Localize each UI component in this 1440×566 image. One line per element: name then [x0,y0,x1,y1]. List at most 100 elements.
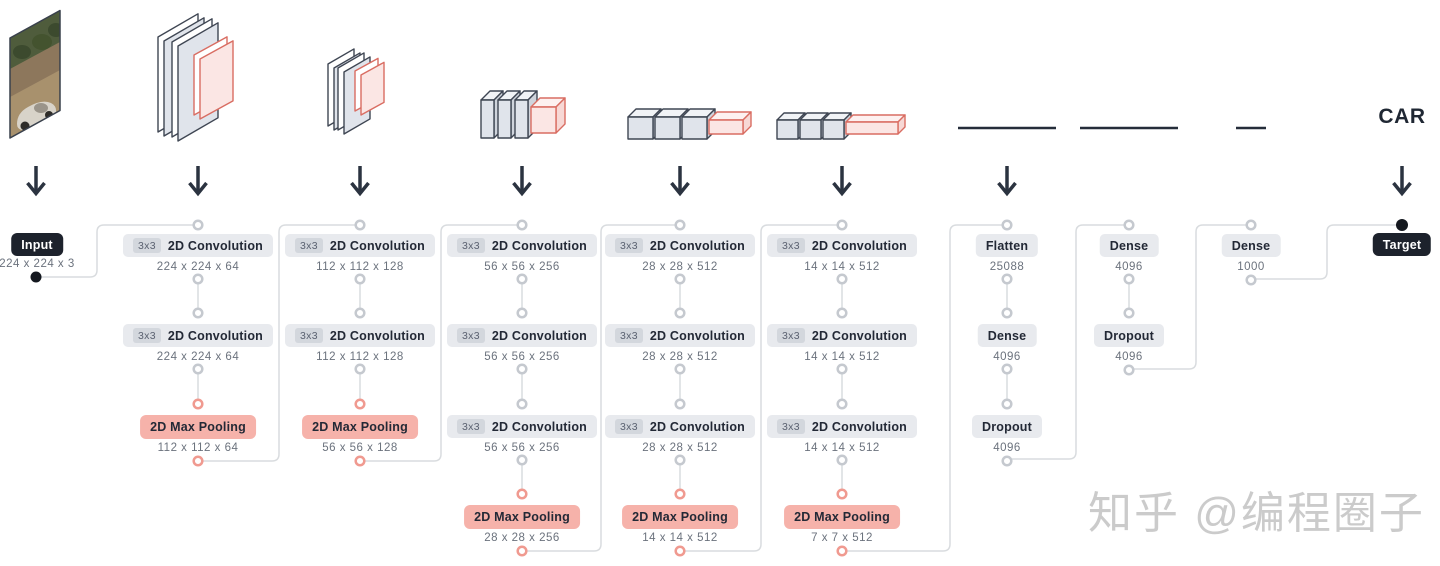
photo-detail [13,45,31,59]
kernel-size-chip: 3x3 [133,238,161,253]
pool-connector-dot [354,455,366,467]
connector-dot [192,273,204,285]
pool-connector-dot [192,398,204,410]
stage-connector-path [527,224,675,552]
node-label: 2D Convolution [649,238,745,253]
predicted-class-label: CAR [1378,105,1426,128]
node-dims: 4096 [1115,261,1143,273]
node-label: Dense [1109,238,1149,253]
node-dims: 14 x 14 x 512 [804,351,880,363]
connector-dot [674,273,686,285]
node-badge-dense: Dropout [1094,324,1164,347]
connector-dot [1123,219,1135,231]
connector-dot [192,307,204,319]
box-face [514,99,529,139]
connector-dot [674,363,686,375]
connector-dot [354,307,366,319]
node-label: Flatten [985,238,1029,253]
node-badge-pool: 2D Max Pooling [784,505,900,529]
node-badge-conv: 3x3 2D Convolution [447,234,597,257]
node-dims: 4096 [993,442,1021,454]
connector-dot [516,363,528,375]
connector-dot [1123,307,1135,319]
node-badge-conv: 3x3 2D Convolution [447,415,597,438]
node-label: 2D Convolution [167,238,263,253]
down-arrow-icon [350,181,370,197]
node-dims: 56 x 56 x 256 [484,261,560,273]
node-badge-conv: 3x3 2D Convolution [767,234,917,257]
connector-dot [836,219,848,231]
connector-dot [1001,455,1013,467]
node-badge-dense: Dropout [972,415,1042,438]
node-label: 2D Convolution [167,328,263,343]
pool-connector-dot [836,488,848,500]
kernel-size-chip: 3x3 [777,328,805,343]
stage-connector-path [41,224,193,278]
node-label: 2D Max Pooling [150,420,246,434]
node-label: Dropout [982,419,1032,434]
node-label: 2D Max Pooling [474,510,570,524]
watermark: 知乎 @编程圈子 [1088,489,1425,538]
box-face [530,106,557,134]
kernel-size-chip: 3x3 [615,419,643,434]
node-badge-dense: Dense [1221,234,1281,257]
stage-connector-path [1256,224,1397,280]
kernel-size-chip: 3x3 [777,238,805,253]
connector-dot [1001,398,1013,410]
kernel-size-chip: 3x3 [295,328,323,343]
down-arrow-icon [832,181,852,197]
node-label: 2D Convolution [491,238,587,253]
kernel-size-chip: 3x3 [615,328,643,343]
connector-dot [516,273,528,285]
node-dims: 14 x 14 x 512 [804,261,880,273]
node-dims: 56 x 56 x 128 [322,442,398,454]
connector-dot [674,398,686,410]
connector-dot [1245,219,1257,231]
node-badge-dense: Flatten [975,234,1039,257]
input-dims: 224 x 224 x 3 [0,258,75,270]
node-dims: 4096 [1115,351,1143,363]
node-dims: 7 x 7 x 512 [811,532,873,544]
connector-dot [1123,364,1135,376]
node-badge-conv: 3x3 2D Convolution [123,324,273,347]
connector-dot [836,307,848,319]
box-face [822,119,845,140]
node-label: 2D Convolution [811,328,907,343]
node-badge-dense: Dense [1099,234,1159,257]
box-face [681,116,708,140]
box-face [654,116,681,140]
stage-connector-path [685,224,837,552]
box-face [497,99,512,139]
photo-detail [34,103,48,113]
node-dims: 112 x 112 x 128 [316,261,404,273]
box-face [776,119,799,140]
node-dims: 112 x 112 x 64 [157,442,239,454]
connector-dot [1001,273,1013,285]
node-label: Dense [1231,238,1271,253]
box-face [708,119,744,135]
plate-face [199,40,234,120]
connector-dot [354,363,366,375]
box-top [845,114,906,123]
node-dims: 28 x 28 x 256 [484,532,560,544]
connector-dot [836,363,848,375]
connector-dot [516,307,528,319]
pool-connector-dot [516,545,528,557]
photo-detail [32,34,52,50]
pool-connector-dot [354,398,366,410]
stage-connector-path [1134,224,1246,370]
pool-connector-dot [516,488,528,500]
connector-dot [1001,219,1013,231]
connector-dot [836,454,848,466]
down-arrow-icon [188,181,208,197]
node-dims: 14 x 14 x 512 [642,532,718,544]
node-badge-conv: 3x3 2D Convolution [285,234,435,257]
pool-connector-dot [674,545,686,557]
node-label: 2D Convolution [329,328,425,343]
connector-dot [674,219,686,231]
node-badge-conv: 3x3 2D Convolution [285,324,435,347]
node-label: Dense [987,328,1027,343]
stage-connector-path [1012,224,1124,460]
